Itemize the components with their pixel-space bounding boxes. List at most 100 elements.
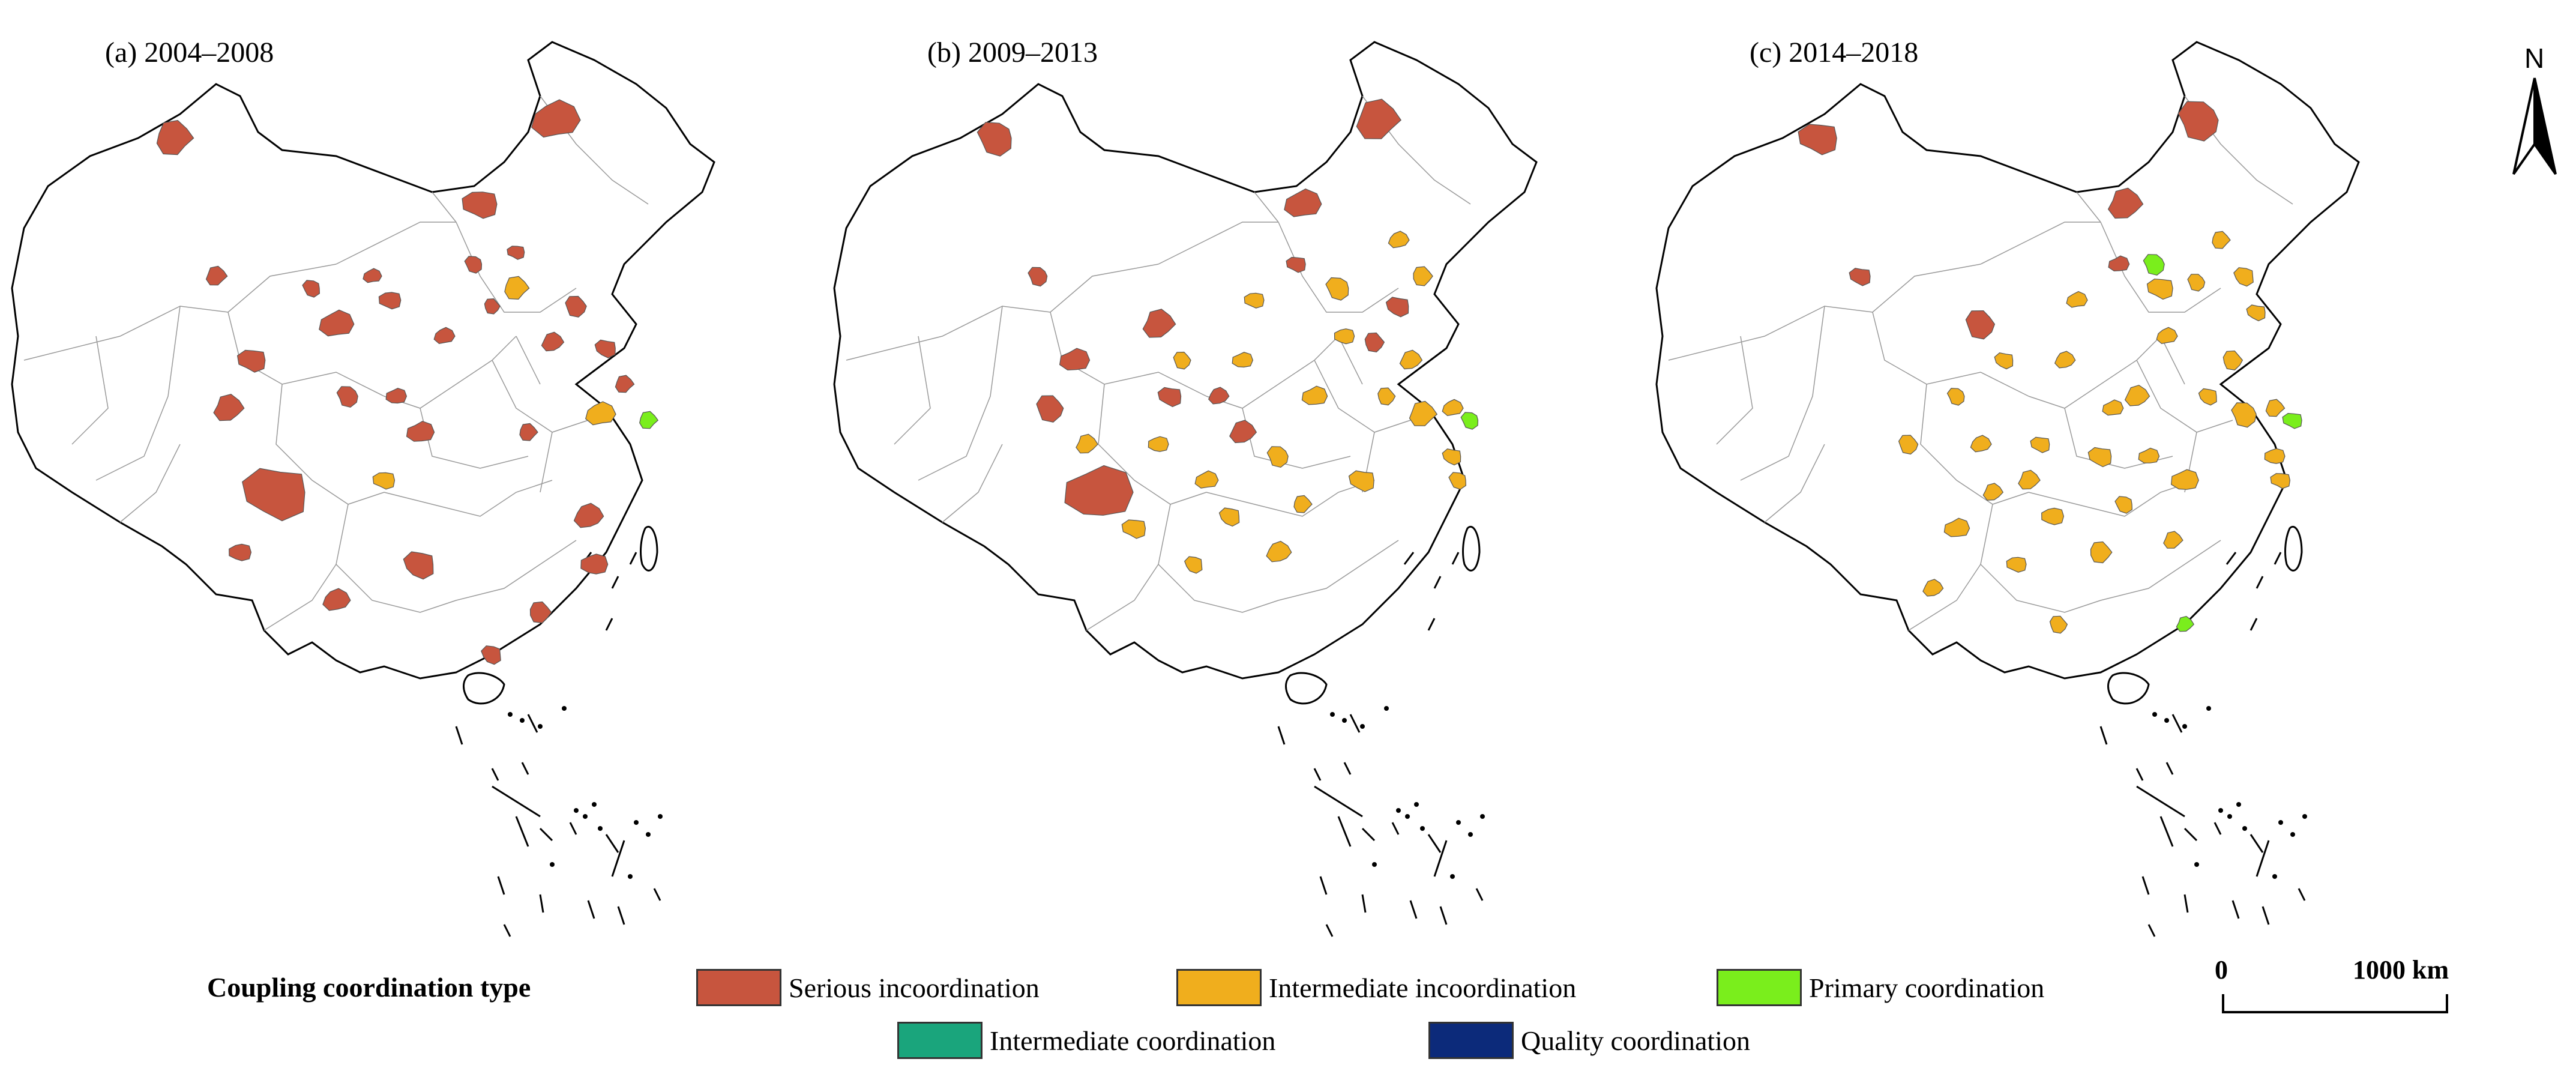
maritime-boundary [2141,876,2150,895]
legend-item-quality-coordination: Quality coordination [1428,1019,1750,1061]
region-serious-incoordination [2108,255,2130,272]
region-intermediate-incoordination [1388,231,1410,249]
region-intermediate-incoordination [2090,541,2113,564]
panel-title: (c) 2014–2018 [1750,37,1919,68]
small-island [2236,802,2241,807]
maritime-boundary [2298,888,2306,901]
region-intermediate-incoordination [2156,327,2178,345]
legend-swatch [1176,969,1262,1006]
maritime-boundary [539,827,553,842]
maritime-boundary [2256,840,2270,877]
maritime-boundary [1319,876,1328,895]
region-serious-incoordination [302,280,320,298]
china-map [833,41,1538,937]
region-serious-incoordination [1059,348,1091,371]
region-intermediate-incoordination [1325,277,1349,301]
maritime-boundary [1475,888,1484,901]
region-intermediate-incoordination [2138,447,2160,463]
region-intermediate-incoordination [1922,579,1944,597]
region-intermediate-incoordination [1173,351,1191,370]
province-boundary [384,480,553,517]
maritime-boundary [497,876,505,895]
small-island [1420,826,1425,831]
region-serious-incoordination [213,393,245,421]
province-boundary [1740,306,1825,481]
island [463,672,505,705]
province-boundary [1668,264,1981,361]
region-serious-incoordination [242,468,305,522]
maritime-boundary [1314,785,1363,818]
province-boundary [492,360,589,433]
region-serious-incoordination [977,122,1012,157]
small-island [2152,712,2157,717]
region-intermediate-incoordination [2066,291,2088,308]
region-intermediate-incoordination [2233,267,2254,287]
region-intermediate-incoordination [2124,384,2150,406]
country-outline [11,41,715,680]
region-intermediate-incoordination [2265,399,2286,417]
province-boundary [1158,222,1278,265]
maritime-boundary [1433,576,1442,589]
legend-label: Intermediate coordination [990,1025,1276,1056]
maritime-boundary [2159,816,2174,847]
region-serious-incoordination [322,588,351,611]
small-island [646,832,651,837]
region-intermediate-incoordination [2187,274,2206,292]
region-intermediate-incoordination [2087,447,2112,468]
region-intermediate-incoordination [585,401,616,426]
region-serious-incoordination [484,298,501,315]
small-island [658,814,663,819]
small-island [634,820,639,825]
region-serious-incoordination [507,246,525,260]
region-serious-incoordination [236,349,266,373]
region-intermediate-incoordination [504,276,530,300]
maritime-boundary [1337,816,1352,847]
region-intermediate-incoordination [2102,399,2124,416]
province-boundary [942,444,1003,523]
maritime-boundary [491,768,499,781]
china-map [11,41,715,937]
region-intermediate-incoordination [1232,352,1254,368]
province-boundary [918,306,1003,481]
small-island [598,826,603,831]
province-boundary [336,222,456,265]
legend-label: Quality coordination [1521,1025,1750,1056]
region-serious-incoordination [529,601,552,624]
region-intermediate-incoordination [1266,540,1292,563]
legend-item-intermediate-incoordination: Intermediate incoordination [1176,967,1576,1009]
province-boundary [2100,540,2221,601]
maritime-boundary [1277,726,1286,745]
province-boundary [1254,192,1279,223]
small-island [1396,808,1401,813]
small-island [2278,820,2283,825]
region-serious-incoordination [615,375,635,393]
small-island [2218,808,2223,813]
province-boundary [1338,336,1363,385]
panel-title: (b) 2009–2013 [927,37,1098,68]
region-serious-incoordination [464,256,483,274]
province-boundary [336,504,457,613]
region-intermediate-incoordination [2146,279,2173,300]
panel-title: (a) 2004–2008 [105,37,274,68]
region-intermediate-incoordination [1409,400,1438,426]
maritime-boundary [1313,768,1322,781]
small-island [2206,706,2211,711]
small-island [1360,724,1365,729]
maritime-boundary [617,906,625,925]
region-intermediate-incoordination [1218,507,1240,527]
province-boundary [2076,192,2101,223]
maritime-boundary [653,888,661,901]
maritime-boundary [1343,762,1352,775]
small-island [1342,718,1347,723]
maritime-boundary [611,576,619,589]
province-boundary [432,192,457,223]
region-intermediate-incoordination [2054,351,2076,369]
maritime-boundary [1403,552,1415,565]
region-intermediate-incoordination [1244,292,1265,309]
maritime-boundary [2249,834,2264,853]
region-intermediate-incoordination [1898,435,1919,455]
island [640,526,658,572]
province-boundary [2136,360,2233,433]
region-intermediate-incoordination [1293,495,1313,513]
region-serious-incoordination [1284,189,1322,217]
